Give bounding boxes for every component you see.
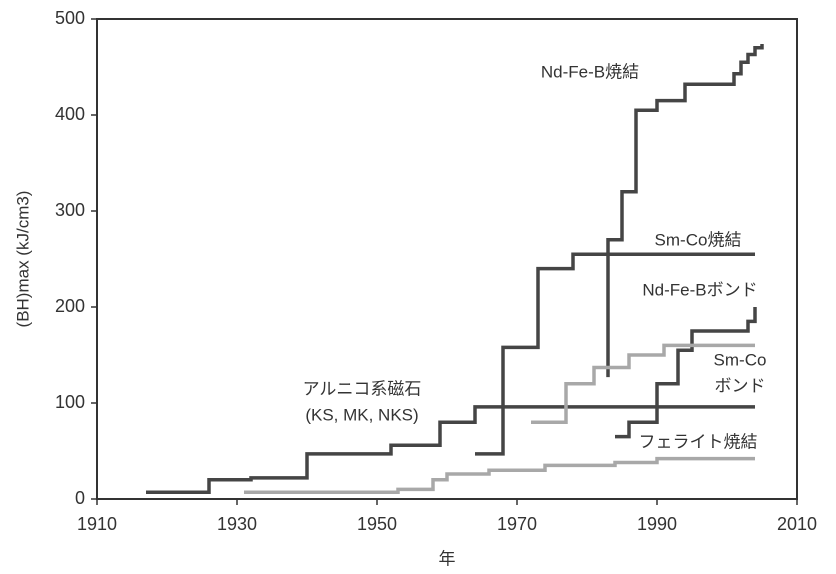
y-tick-label: 300 <box>55 200 85 220</box>
x-tick-label: 1970 <box>497 514 537 534</box>
x-tick-label: 1990 <box>637 514 677 534</box>
series-line <box>531 343 755 424</box>
x-axis-label: 年 <box>439 549 456 568</box>
x-tick-label: 1930 <box>217 514 257 534</box>
series-line <box>146 405 755 495</box>
y-tick-label: 100 <box>55 392 85 412</box>
series-line <box>244 456 755 495</box>
x-tick-label: 1950 <box>357 514 397 534</box>
annotation: ボンド <box>715 376 766 395</box>
series-line <box>475 252 755 456</box>
annotation: Sm-Co焼結 <box>655 230 742 249</box>
y-tick-label: 500 <box>55 8 85 28</box>
y-axis-label: (BH)max (kJ/cm3) <box>13 191 32 328</box>
x-tick-label: 2010 <box>777 514 817 534</box>
plot-frame <box>96 18 798 500</box>
x-tick-label: 1910 <box>77 514 117 534</box>
annotation: Sm-Co <box>714 350 767 369</box>
annotation: Nd-Fe-B焼結 <box>541 62 639 81</box>
series-line <box>606 43 764 378</box>
y-tick-label: 400 <box>55 104 85 124</box>
series-line <box>615 307 757 439</box>
annotation: アルニコ系磁石 <box>303 379 422 398</box>
annotation: フェライト焼結 <box>639 432 758 451</box>
y-tick-label: 200 <box>55 296 85 316</box>
annotation: Nd-Fe-Bボンド <box>642 280 757 299</box>
annotation: (KS, MK, NKS) <box>305 405 418 424</box>
y-tick-label: 0 <box>75 488 85 508</box>
